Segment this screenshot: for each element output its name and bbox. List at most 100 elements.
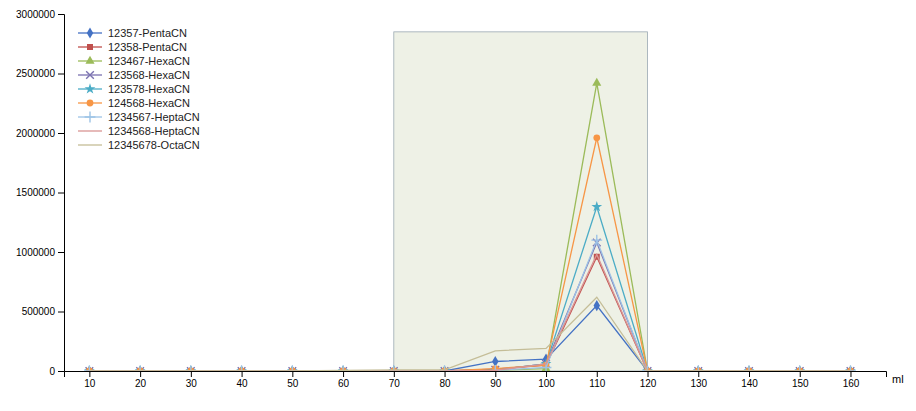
y-tick-label: 0 — [49, 366, 55, 377]
x-tick-label: 110 — [589, 378, 605, 389]
x-tick: 30 — [186, 371, 198, 389]
series-line — [89, 257, 850, 371]
legend-marker — [86, 71, 94, 79]
y-axis-line — [58, 15, 65, 372]
legend-item: 12358-PentaCN — [78, 41, 187, 53]
x-tick-mark — [800, 371, 801, 377]
point-marker — [287, 366, 298, 371]
legend-label: 123568-HexaCN — [108, 69, 190, 81]
x-tick-mark — [445, 371, 446, 377]
legend-marker — [87, 100, 94, 107]
x-tick: 60 — [338, 371, 350, 389]
point-marker — [845, 365, 856, 371]
legend-item: 124568-HexaCN — [78, 97, 190, 109]
point — [794, 366, 805, 371]
point — [693, 366, 704, 371]
legend-marker — [85, 83, 96, 93]
x-tick-mark — [242, 371, 243, 377]
x-tick-mark — [546, 371, 547, 377]
series — [86, 134, 854, 371]
series-line — [89, 240, 850, 371]
point — [135, 366, 146, 371]
point-marker — [287, 365, 298, 371]
series — [89, 297, 850, 371]
legend-marker — [85, 56, 94, 64]
point-marker — [236, 366, 247, 371]
x-tick: 160 — [843, 371, 860, 389]
point-marker — [593, 134, 600, 141]
point — [236, 365, 247, 371]
point — [185, 366, 196, 371]
legend-marker — [85, 112, 96, 123]
legend-item: 123568-HexaCN — [78, 69, 190, 81]
point-marker — [236, 365, 247, 371]
legend-background — [72, 20, 206, 158]
x-tick: 150 — [792, 371, 809, 389]
y-tick: 3000000 — [16, 9, 64, 20]
point — [593, 134, 600, 141]
series — [86, 239, 855, 371]
x-tick-label: 130 — [690, 378, 707, 389]
legend-marker-shape — [85, 112, 96, 123]
point — [794, 365, 805, 371]
point — [135, 365, 146, 371]
y-tick-label: 2500000 — [16, 68, 55, 79]
x-tick-label: 60 — [338, 378, 350, 389]
legend-marker — [87, 27, 93, 38]
point — [845, 365, 856, 371]
point-marker — [744, 365, 755, 371]
series — [86, 254, 853, 371]
point-marker — [744, 366, 755, 371]
point-marker — [185, 365, 196, 371]
x-axis-title: ml — [892, 373, 904, 385]
series-line — [89, 242, 850, 371]
y-tick-mark — [58, 14, 64, 15]
legend-item: 12345678-OctaCN — [78, 139, 200, 151]
x-tick: 130 — [690, 371, 707, 389]
point-marker — [84, 366, 95, 371]
y-tick: 2000000 — [16, 128, 64, 139]
point — [287, 366, 298, 371]
legend-swatch — [78, 144, 102, 145]
point — [236, 366, 247, 371]
x-tick-mark — [850, 371, 851, 377]
point-marker — [592, 78, 601, 86]
point-marker — [84, 365, 95, 371]
legend-item: 123467-HexaCN — [78, 55, 190, 67]
x-tick: 120 — [640, 371, 657, 389]
point-marker — [794, 365, 805, 371]
series-line — [89, 254, 850, 371]
legend-item: 1234567-HeptaCN — [78, 111, 200, 123]
x-tick-label: 160 — [843, 378, 860, 389]
point-marker — [135, 365, 146, 371]
point — [84, 365, 95, 371]
x-tick-mark — [698, 371, 699, 377]
x-tick: 140 — [741, 371, 758, 389]
point — [744, 366, 755, 371]
x-tick-label: 70 — [389, 378, 401, 389]
legend-label: 1234568-HeptaCN — [108, 125, 200, 137]
y-axis: 0500000100000015000002000000250000030000… — [16, 9, 64, 377]
x-tick: 110 — [589, 371, 605, 389]
y-tick-mark — [58, 312, 64, 313]
x-tick: 20 — [135, 371, 147, 389]
y-tick: 0 — [49, 366, 64, 377]
x-tick-label: 140 — [741, 378, 758, 389]
y-tick: 1500000 — [16, 187, 64, 198]
x-tick-mark — [394, 371, 395, 377]
point — [287, 365, 298, 371]
y-tick-label: 500000 — [22, 306, 56, 317]
point — [845, 366, 856, 371]
x-tick-label: 90 — [490, 378, 502, 389]
legend-label: 12358-PentaCN — [108, 41, 187, 53]
x-tick: 100 — [538, 371, 555, 389]
y-tick-mark — [58, 193, 64, 194]
x-tick-mark — [648, 371, 649, 377]
legend-swatch — [78, 130, 102, 131]
y-tick-mark — [58, 74, 64, 75]
y-tick: 500000 — [22, 306, 64, 317]
x-tick-mark — [495, 371, 496, 377]
x-tick-mark — [89, 371, 90, 377]
legend-marker — [87, 44, 93, 50]
y-tick-label: 1500000 — [16, 187, 55, 198]
